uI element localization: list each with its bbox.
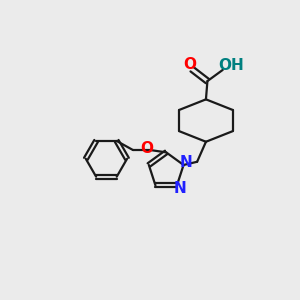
Text: O: O [140, 141, 153, 156]
Text: O: O [183, 57, 196, 72]
Text: OH: OH [218, 58, 244, 73]
Text: N: N [179, 154, 192, 169]
Text: N: N [173, 181, 186, 196]
